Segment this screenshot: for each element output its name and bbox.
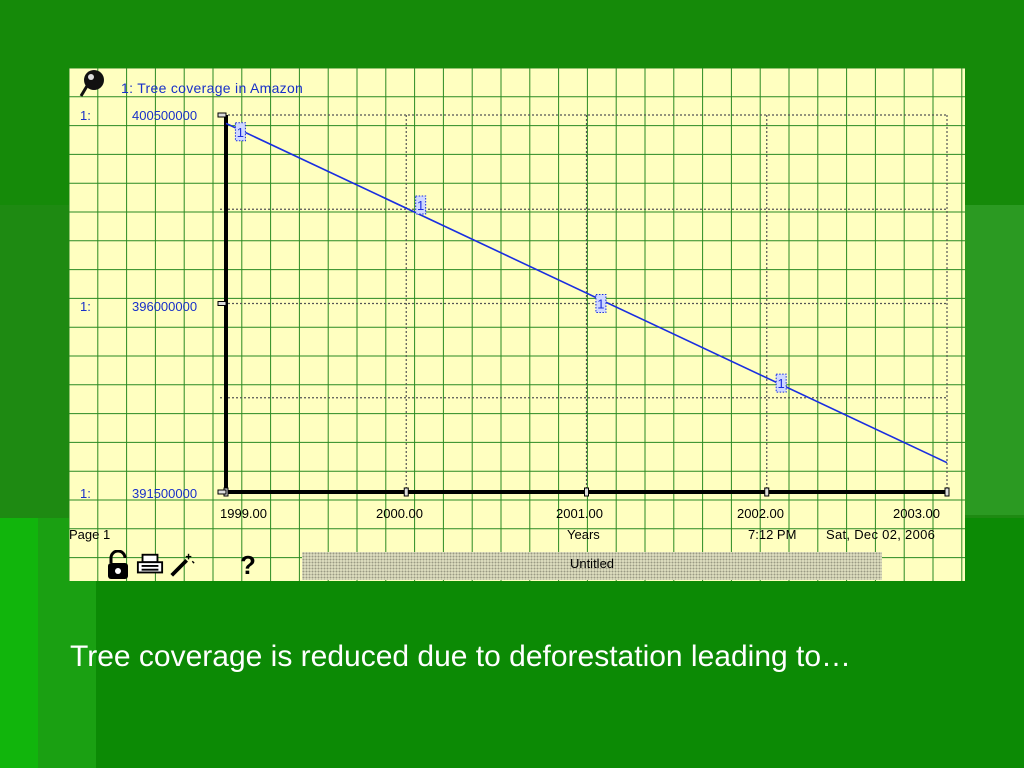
series-marker: [415, 195, 427, 215]
x-tick-label: 2000.00: [376, 506, 423, 521]
series-marker-label: 1: [237, 125, 244, 140]
slide-caption: Tree coverage is reduced due to deforest…: [70, 640, 852, 673]
y-tick-mark: [217, 301, 227, 306]
line-chart: 1 1 1 1: [69, 68, 965, 581]
series-marker-label: 1: [778, 376, 785, 391]
series-marker-label: 1: [417, 198, 424, 213]
series-marker: [595, 294, 607, 313]
x-tick-mark: [584, 487, 589, 497]
x-tick-label: 2003.00: [893, 506, 940, 521]
y-tick-index-mid: 1:: [80, 299, 91, 314]
printer-icon[interactable]: [136, 550, 164, 580]
y-tick-label-bottom: 391500000: [132, 486, 198, 501]
x-tick-mark: [764, 487, 770, 497]
time-stamp: 7:12 PM: [748, 527, 797, 542]
x-tick-label: 2002.00: [737, 506, 784, 521]
x-axis-label: Years: [567, 527, 600, 542]
document-title: Untitled: [569, 556, 615, 571]
background-left-stripe: [0, 518, 38, 768]
series-line-tree-coverage: [225, 122, 948, 464]
series-marker: [775, 373, 787, 393]
x-tick-mark: [403, 487, 409, 497]
x-tick-label: 1999.00: [220, 506, 267, 521]
y-tick-index-bottom: 1:: [80, 486, 91, 501]
graph-panel: 1 1 1 1: [69, 68, 965, 581]
y-tick-label-mid: 396000000: [132, 299, 198, 314]
x-tick-label: 2001.00: [556, 506, 603, 521]
y-tick-mark: [217, 112, 227, 118]
help-icon[interactable]: ?: [240, 549, 256, 580]
series-marker: [234, 122, 246, 142]
magic-wand-icon[interactable]: [168, 550, 196, 580]
status-bar: Untitled: [302, 552, 882, 580]
date-stamp: Sat, Dec 02, 2006: [826, 527, 936, 542]
y-tick-label-top: 400500000: [132, 108, 198, 123]
lock-icon[interactable]: [104, 550, 132, 580]
series-marker-label: 1: [597, 297, 604, 312]
page-number: Page 1: [69, 527, 111, 542]
y-tick-index-top: 1:: [80, 108, 91, 123]
x-tick-mark: [944, 487, 950, 497]
y-tick-mark: [217, 489, 227, 495]
graph-pad-icon[interactable]: [78, 68, 108, 98]
background-right-block: [964, 205, 1024, 515]
series-legend-label: 1: Tree coverage in Amazon: [121, 80, 304, 96]
